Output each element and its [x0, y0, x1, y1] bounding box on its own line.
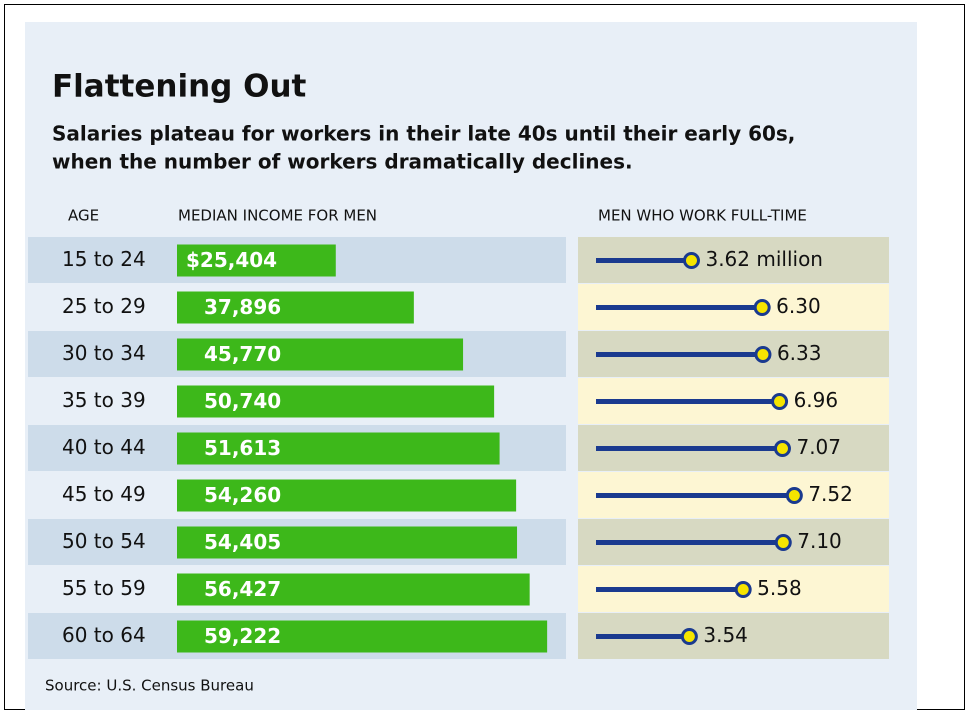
- lollipop-dot: [734, 581, 752, 598]
- bar: [177, 385, 495, 418]
- category-label: 50 to 54: [62, 529, 146, 553]
- bar: [177, 244, 336, 277]
- lollipop-dot: [682, 252, 700, 269]
- value-label: 3.54: [703, 623, 748, 647]
- value-label: 45,770: [204, 342, 281, 366]
- value-label: 7.10: [797, 529, 842, 553]
- bar: [177, 338, 464, 371]
- value-label: 7.07: [796, 435, 841, 459]
- category-label: 30 to 34: [62, 341, 146, 365]
- category-label: 15 to 24: [62, 247, 146, 271]
- lollipop-dot: [753, 299, 771, 316]
- category-label: 45 to 49: [62, 482, 146, 506]
- bar: [177, 432, 500, 465]
- bar: [177, 573, 530, 606]
- bar: [177, 620, 548, 653]
- value-label: 59,222: [204, 624, 281, 648]
- value-label: 5.58: [757, 576, 802, 600]
- bar: [177, 291, 414, 324]
- lollipop-dot: [754, 346, 772, 363]
- category-label: 60 to 64: [62, 623, 146, 647]
- lollipop-dot: [771, 393, 789, 410]
- value-label: 54,260: [204, 483, 281, 507]
- value-label: 56,427: [204, 577, 281, 601]
- category-label: 55 to 59: [62, 576, 146, 600]
- value-label: 37,896: [204, 295, 281, 319]
- subtitle: Salaries plateau for workers in their la…: [52, 122, 795, 146]
- value-label: 54,405: [204, 530, 281, 554]
- value-label: $25,404: [186, 248, 277, 272]
- value-label: 50,740: [204, 389, 281, 413]
- subtitle: when the number of workers dramatically …: [52, 150, 633, 174]
- column-header: MEDIAN INCOME FOR MEN: [178, 207, 377, 225]
- lollipop-dot: [773, 440, 791, 457]
- category-label: 25 to 29: [62, 294, 146, 318]
- chart-title: Flattening Out: [52, 69, 307, 105]
- value-label: 7.52: [808, 482, 853, 506]
- category-label: 35 to 39: [62, 388, 146, 412]
- lollipop-dot: [774, 534, 792, 551]
- value-label: 6.33: [777, 341, 822, 365]
- bar: [177, 526, 518, 559]
- lollipop-dot: [680, 628, 698, 645]
- category-label: 40 to 44: [62, 435, 146, 459]
- value-label: 6.30: [776, 294, 821, 318]
- value-label: 51,613: [204, 436, 281, 460]
- bar: [177, 479, 517, 512]
- value-label: 3.62 million: [705, 247, 823, 271]
- value-label: 6.96: [794, 388, 839, 412]
- column-header: AGE: [68, 207, 99, 225]
- column-header: MEN WHO WORK FULL-TIME: [598, 207, 807, 225]
- source: Source: U.S. Census Bureau: [45, 677, 254, 695]
- lollipop-dot: [785, 487, 803, 504]
